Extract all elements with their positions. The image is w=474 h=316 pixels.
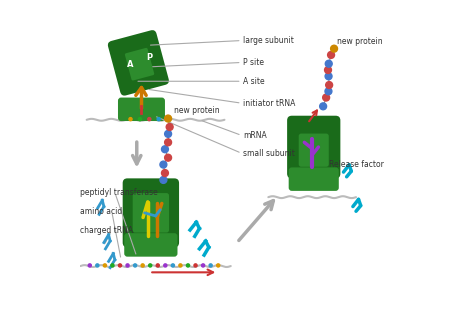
Circle shape bbox=[325, 88, 332, 95]
Circle shape bbox=[201, 264, 205, 267]
FancyBboxPatch shape bbox=[124, 233, 177, 257]
Text: P: P bbox=[146, 53, 152, 62]
Circle shape bbox=[166, 124, 173, 131]
Circle shape bbox=[160, 176, 167, 183]
FancyBboxPatch shape bbox=[133, 193, 169, 233]
Circle shape bbox=[217, 264, 220, 267]
Circle shape bbox=[164, 131, 172, 137]
Text: Release factor: Release factor bbox=[329, 160, 384, 169]
Text: mRNA: mRNA bbox=[243, 131, 267, 140]
Text: large subunit: large subunit bbox=[243, 36, 294, 45]
Circle shape bbox=[138, 118, 141, 121]
Circle shape bbox=[194, 264, 197, 267]
Circle shape bbox=[160, 161, 167, 168]
Circle shape bbox=[186, 264, 190, 267]
Circle shape bbox=[331, 45, 337, 52]
Circle shape bbox=[325, 60, 332, 67]
Circle shape bbox=[209, 264, 212, 267]
Circle shape bbox=[319, 103, 327, 110]
Text: A site: A site bbox=[243, 77, 265, 86]
Circle shape bbox=[134, 264, 137, 267]
Circle shape bbox=[164, 115, 172, 122]
Text: peptidyl transferase: peptidyl transferase bbox=[81, 188, 158, 197]
FancyBboxPatch shape bbox=[123, 178, 179, 247]
FancyBboxPatch shape bbox=[125, 48, 154, 81]
Circle shape bbox=[164, 264, 167, 267]
FancyBboxPatch shape bbox=[108, 30, 169, 96]
Text: A: A bbox=[127, 59, 134, 69]
Circle shape bbox=[171, 264, 174, 267]
Circle shape bbox=[148, 118, 151, 121]
Circle shape bbox=[325, 67, 331, 73]
Text: new protein: new protein bbox=[174, 106, 220, 115]
Circle shape bbox=[164, 154, 172, 161]
Circle shape bbox=[149, 264, 152, 267]
Text: new protein: new protein bbox=[337, 37, 383, 46]
Circle shape bbox=[325, 73, 332, 80]
Circle shape bbox=[129, 118, 132, 121]
Circle shape bbox=[157, 118, 160, 121]
FancyBboxPatch shape bbox=[287, 116, 340, 178]
Circle shape bbox=[141, 264, 144, 267]
FancyBboxPatch shape bbox=[118, 98, 165, 121]
Text: P site: P site bbox=[243, 58, 264, 67]
Text: small subunit: small subunit bbox=[243, 149, 295, 158]
Circle shape bbox=[162, 170, 168, 176]
Circle shape bbox=[164, 139, 172, 146]
Circle shape bbox=[326, 82, 333, 88]
Text: amino acid: amino acid bbox=[81, 207, 123, 216]
Circle shape bbox=[96, 264, 99, 267]
Circle shape bbox=[162, 146, 168, 153]
FancyBboxPatch shape bbox=[289, 167, 339, 191]
FancyBboxPatch shape bbox=[299, 134, 329, 167]
Circle shape bbox=[179, 264, 182, 267]
Circle shape bbox=[323, 94, 329, 101]
Circle shape bbox=[103, 264, 107, 267]
Circle shape bbox=[111, 264, 114, 267]
Text: initiator tRNA: initiator tRNA bbox=[243, 99, 296, 108]
Circle shape bbox=[118, 264, 121, 267]
Circle shape bbox=[88, 264, 91, 267]
Circle shape bbox=[156, 264, 159, 267]
Text: charged tRNA: charged tRNA bbox=[81, 226, 134, 234]
Circle shape bbox=[328, 52, 335, 58]
Circle shape bbox=[126, 264, 129, 267]
